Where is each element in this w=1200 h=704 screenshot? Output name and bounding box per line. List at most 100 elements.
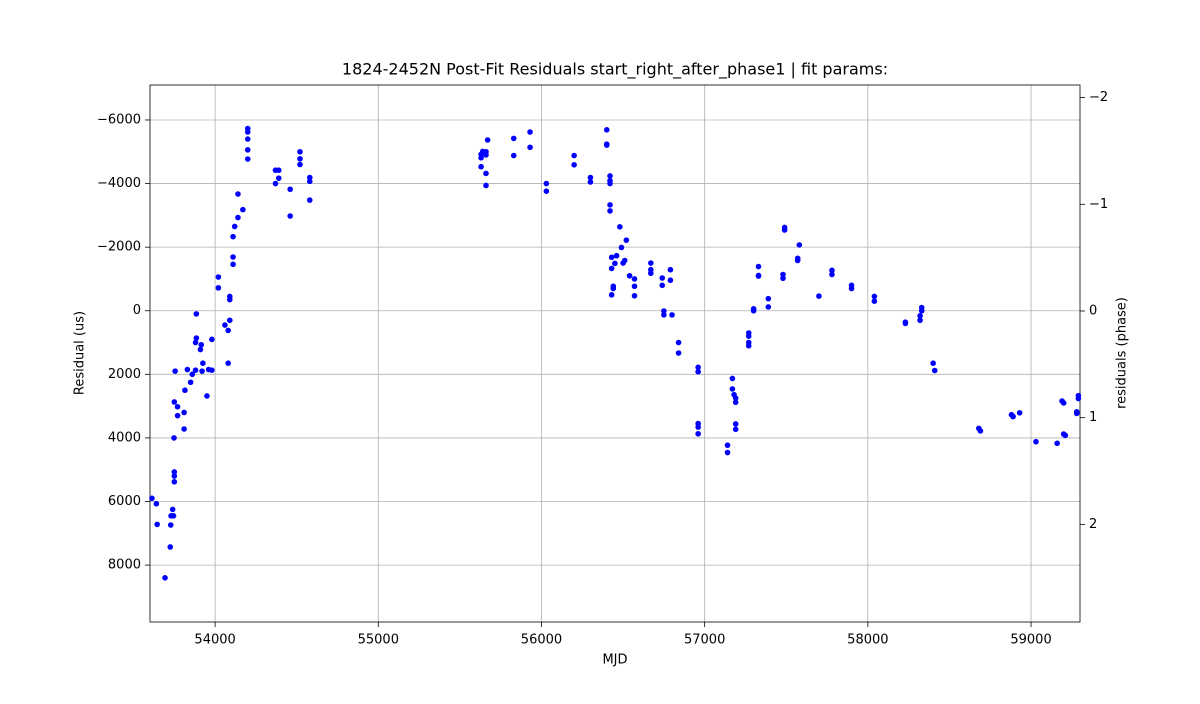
data-point <box>607 208 613 214</box>
data-point <box>661 312 667 318</box>
data-point <box>244 125 251 132</box>
data-point <box>187 379 194 386</box>
y2-axis-label: residuals (phase) <box>1115 297 1130 409</box>
data-point <box>297 161 303 168</box>
y2-tick-label: −2 <box>1089 90 1108 105</box>
data-point <box>1073 410 1080 417</box>
data-point <box>729 375 736 382</box>
data-point <box>667 277 674 284</box>
data-point <box>631 276 638 282</box>
y-tick-label: −6000 <box>97 112 141 127</box>
x-tick-label: 56000 <box>521 633 562 648</box>
data-point <box>543 180 550 187</box>
y2-tick-label: 1 <box>1089 410 1097 425</box>
data-point <box>765 295 772 302</box>
data-point <box>189 371 196 378</box>
data-point <box>917 317 923 324</box>
data-point <box>732 399 739 406</box>
x-tick-label: 57000 <box>684 633 725 648</box>
data-point <box>162 575 168 581</box>
data-point <box>172 368 178 374</box>
data-point <box>230 254 236 260</box>
data-point <box>275 167 282 174</box>
data-point <box>631 283 638 290</box>
data-point <box>796 242 803 248</box>
data-point <box>240 206 246 213</box>
data-point <box>478 163 484 170</box>
data-point <box>1075 395 1082 402</box>
y-tick-label: 2000 <box>108 367 141 382</box>
data-point <box>745 342 752 349</box>
data-point <box>193 335 200 341</box>
data-point <box>623 237 630 243</box>
data-point <box>603 141 610 147</box>
data-point <box>917 313 923 319</box>
data-point <box>750 306 757 312</box>
y-tick-label: −4000 <box>97 176 141 191</box>
data-point <box>484 137 491 143</box>
data-point <box>193 311 200 317</box>
data-point <box>848 282 855 289</box>
data-point <box>192 339 199 346</box>
data-point <box>174 412 181 419</box>
data-point <box>648 260 654 266</box>
x-tick-label: 58000 <box>847 633 888 648</box>
data-point <box>244 156 251 162</box>
data-point <box>669 312 675 318</box>
data-point <box>829 267 835 274</box>
y-tick-label: 8000 <box>108 558 141 573</box>
data-point <box>181 409 187 416</box>
data-point <box>608 292 615 298</box>
data-point <box>659 275 666 281</box>
data-point <box>225 360 231 366</box>
data-point <box>235 214 241 221</box>
data-point <box>781 224 788 231</box>
data-point <box>603 127 610 133</box>
data-point <box>231 223 238 230</box>
y-axis-label: Residual (us) <box>73 311 88 395</box>
data-point <box>587 179 594 185</box>
data-point <box>829 271 835 278</box>
data-point <box>902 320 909 327</box>
data-point <box>225 327 231 334</box>
data-point <box>617 224 623 230</box>
data-point <box>780 271 786 278</box>
y-tick-label: 0 <box>133 303 141 318</box>
data-point <box>745 333 752 339</box>
x-axis-label: MJD <box>602 653 627 668</box>
data-point <box>648 266 654 273</box>
data-point <box>222 322 228 328</box>
chart-title: 1824-2452N Post-Fit Residuals start_righ… <box>342 60 888 80</box>
data-point <box>198 341 205 348</box>
y2-tick-label: −1 <box>1089 197 1108 212</box>
data-point <box>244 136 251 142</box>
data-point <box>621 257 628 264</box>
data-point <box>167 544 174 550</box>
data-point <box>272 180 279 187</box>
data-point <box>174 403 181 410</box>
data-point <box>918 304 925 311</box>
data-point <box>200 360 206 366</box>
data-point <box>675 339 682 346</box>
data-point <box>182 387 188 394</box>
data-point <box>613 252 620 259</box>
data-point <box>171 478 178 485</box>
data-point <box>610 283 617 290</box>
data-point <box>695 364 701 371</box>
data-point <box>618 244 625 251</box>
data-point <box>732 395 739 401</box>
data-point <box>794 255 801 262</box>
data-point <box>729 386 736 392</box>
data-point <box>695 424 701 430</box>
data-point <box>209 336 215 343</box>
data-point <box>1054 440 1060 447</box>
data-point <box>608 254 615 261</box>
data-point <box>675 350 682 356</box>
data-point <box>226 293 233 300</box>
data-point <box>755 263 762 270</box>
data-point <box>977 428 984 434</box>
data-point <box>571 152 577 159</box>
x-tick-label: 55000 <box>358 633 399 648</box>
